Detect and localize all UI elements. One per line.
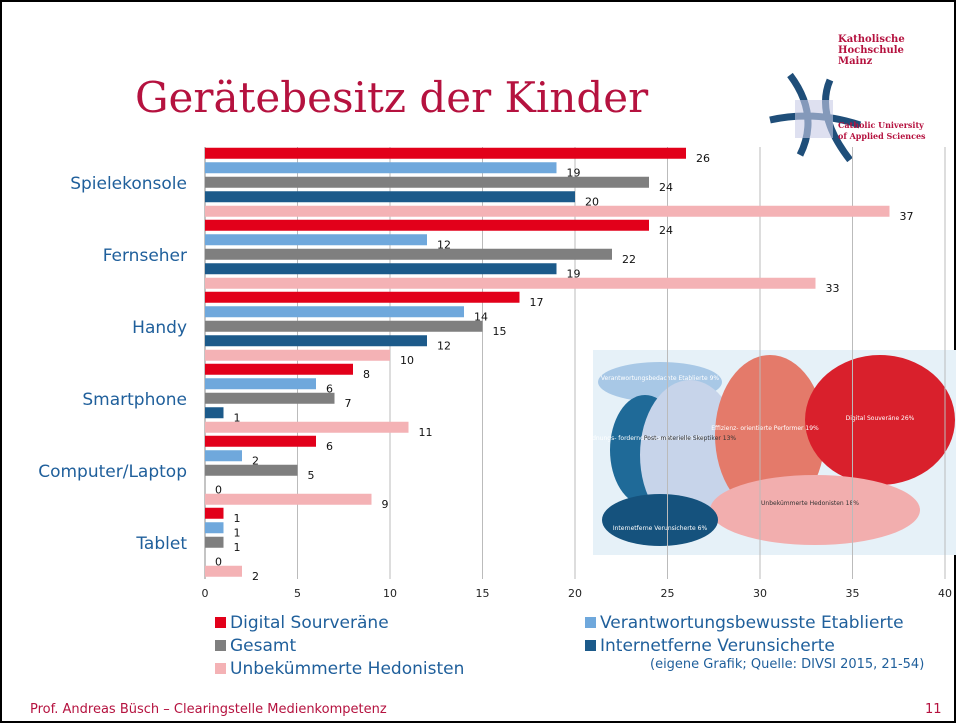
y-tick-label: Smartphone: [82, 390, 187, 410]
y-tick-label: Spielekonsole: [70, 174, 187, 194]
value-label: 1: [234, 512, 241, 525]
value-label: 7: [345, 397, 352, 410]
inset-label: Internetferne Verunsicherte 6%: [613, 525, 708, 532]
legend-swatch: [215, 663, 226, 674]
bar: [205, 278, 816, 289]
slide: Gerätebesitz der Kinder KatholischeHochs…: [0, 0, 956, 723]
bar: [205, 350, 390, 361]
value-label: 1: [234, 541, 241, 554]
value-label: 24: [659, 181, 673, 194]
value-label: 12: [437, 339, 451, 352]
legend-swatch: [585, 640, 596, 651]
blob: [710, 475, 920, 545]
bar: [205, 422, 409, 433]
logo-square: [795, 100, 833, 138]
bar: [205, 234, 427, 245]
inset-label: Verantwortungsbedachte Etablierte 9%: [601, 375, 719, 382]
value-label: 10: [400, 354, 414, 367]
bar: [205, 508, 224, 519]
bar: [205, 566, 242, 577]
bar: [205, 321, 483, 332]
inset-label: Unbekümmerte Hedonisten 18%: [761, 500, 859, 507]
bar: [205, 263, 557, 274]
legend-label: Digital Sourveräne: [230, 613, 389, 633]
value-label: 26: [696, 152, 710, 165]
y-tick-label: Handy: [132, 318, 187, 338]
bar: [205, 292, 520, 303]
bar: [205, 364, 353, 375]
logo-line: Catholic University: [838, 120, 924, 130]
y-tick-label: Computer/Laptop: [38, 462, 187, 482]
bar: [205, 306, 464, 317]
bar: [205, 494, 372, 505]
bar: [205, 393, 335, 404]
value-label: 11: [419, 426, 433, 439]
legend-swatch: [215, 617, 226, 628]
value-label: 6: [326, 440, 333, 453]
bar: [205, 436, 316, 447]
source-note: (eigene Grafik; Quelle: DIVSI 2015, 21-5…: [650, 657, 924, 672]
x-tick-label: 40: [938, 587, 952, 600]
bar: [205, 522, 224, 533]
logo-line: Katholische: [838, 34, 905, 45]
blob: [602, 494, 718, 546]
value-label: 2: [252, 570, 259, 583]
value-label: 22: [622, 253, 636, 266]
inset-label: Post- materielle Skeptiker 13%: [644, 435, 736, 442]
inset-label: Effizienz- orientierte Performer 19%: [711, 425, 819, 432]
bar: [205, 206, 890, 217]
bar: [205, 191, 575, 202]
value-label: 33: [826, 282, 840, 295]
value-label: 17: [530, 296, 544, 309]
y-tick-label: Fernseher: [103, 246, 187, 266]
page-number: 11: [925, 702, 942, 717]
legend-label: Verantwortungsbewusste Etablierte: [600, 613, 904, 633]
value-label: 15: [493, 325, 507, 338]
x-tick-label: 0: [202, 587, 209, 600]
legend-swatch: [585, 617, 596, 628]
bar: [205, 335, 427, 346]
value-label: 37: [900, 210, 914, 223]
x-tick-label: 10: [383, 587, 397, 600]
x-tick-label: 5: [294, 587, 301, 600]
bar: [205, 450, 242, 461]
x-tick-label: 20: [568, 587, 582, 600]
bar: [205, 407, 224, 418]
slide-title: Gerätebesitz der Kinder: [135, 73, 649, 122]
bar: [205, 378, 316, 389]
y-tick-label: Tablet: [135, 534, 187, 554]
value-label: 8: [363, 368, 370, 381]
bar: [205, 465, 298, 476]
bar: [205, 249, 612, 260]
legend-label: Gesamt: [230, 636, 296, 656]
logo-line: Hochschule: [838, 45, 904, 56]
value-label: 24: [659, 224, 673, 237]
bar: [205, 162, 557, 173]
x-tick-label: 30: [753, 587, 767, 600]
bar: [205, 177, 649, 188]
legend-label: Unbekümmerte Hedonisten: [230, 659, 464, 679]
inset-label: Digital Souveräne 26%: [846, 415, 915, 422]
x-tick-label: 15: [476, 587, 490, 600]
x-tick-label: 25: [661, 587, 675, 600]
logo-line: of Applied Sciences: [838, 131, 926, 141]
value-label: 9: [382, 498, 389, 511]
x-tick-label: 35: [846, 587, 860, 600]
bar: [205, 220, 649, 231]
logo-line: Mainz: [838, 56, 873, 67]
bar: [205, 148, 686, 159]
value-label: 1: [234, 526, 241, 539]
value-label: 5: [308, 469, 315, 482]
legend-swatch: [215, 640, 226, 651]
legend-label: Internetferne Verunsicherte: [600, 636, 835, 656]
footer: Prof. Andreas Büsch – Clearingstelle Med…: [30, 702, 387, 717]
bar: [205, 537, 224, 548]
